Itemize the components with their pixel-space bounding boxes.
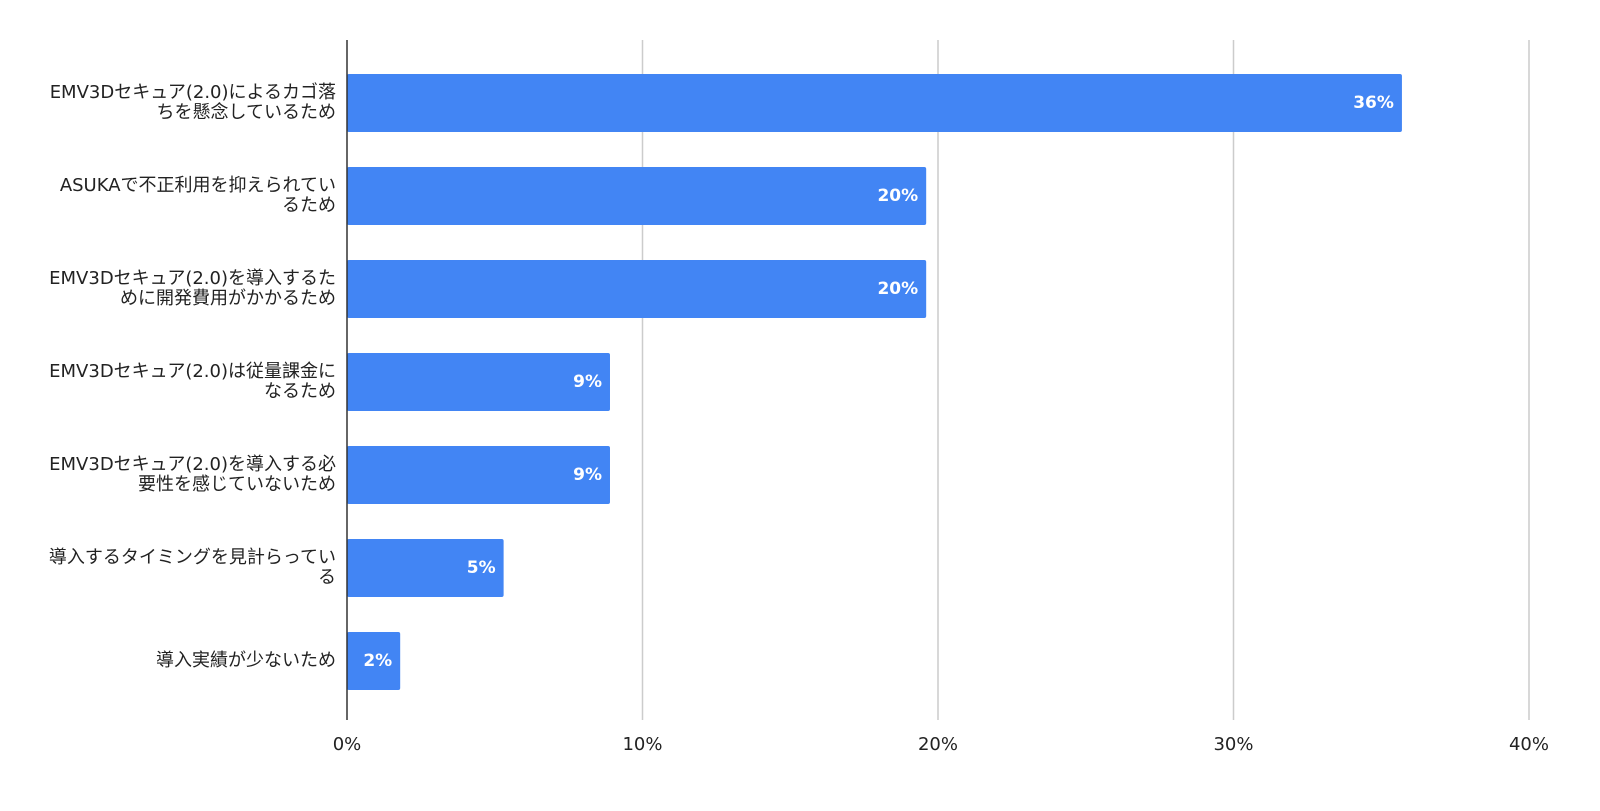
y-tick-label: EMV3Dセキュア(2.0)によるカゴ落ちを懸念しているため	[50, 82, 336, 123]
y-tick-label: 導入するタイミングを見計らっている	[49, 547, 336, 588]
label-line: ちを懸念しているため	[157, 101, 336, 123]
x-tick-label: 0%	[333, 734, 362, 755]
label-line: 要性を感じていないため	[138, 474, 336, 495]
bar	[347, 74, 1402, 132]
y-tick-label: ASUKAで不正利用を抑えられているため	[60, 175, 336, 216]
value-label: 9%	[573, 372, 602, 392]
bar	[347, 167, 927, 225]
x-tick-label: 30%	[1213, 734, 1253, 755]
y-tick-label: 導入実績が少ないため	[156, 650, 336, 671]
label-line: めに開発費用がかかるため	[120, 288, 336, 309]
value-label: 9%	[573, 465, 602, 485]
label-line: る	[318, 567, 336, 588]
x-tick-label: 40%	[1509, 734, 1549, 755]
bar	[347, 260, 927, 318]
value-label: 5%	[467, 558, 496, 578]
x-tick-label: 20%	[918, 734, 958, 755]
x-tick-label: 10%	[622, 734, 662, 755]
bar	[347, 632, 401, 690]
y-tick-label: EMV3Dセキュア(2.0)は従量課金になるため	[49, 361, 336, 402]
value-label: 2%	[363, 651, 392, 671]
label-line: EMV3Dセキュア(2.0)を導入する必	[49, 454, 336, 475]
label-line: 導入するタイミングを見計らってい	[49, 547, 336, 568]
label-line: 導入実績が少ないため	[156, 650, 336, 671]
label-line: なるため	[264, 381, 336, 402]
label-line: るため	[282, 195, 336, 216]
bar	[347, 446, 610, 504]
value-label: 36%	[1353, 93, 1394, 113]
bar	[347, 353, 610, 411]
bar	[347, 539, 504, 597]
label-line: EMV3Dセキュア(2.0)は従量課金に	[49, 361, 336, 382]
y-tick-label: EMV3Dセキュア(2.0)を導入する必要性を感じていないため	[49, 454, 336, 495]
y-tick-label: EMV3Dセキュア(2.0)を導入するために開発費用がかかるため	[49, 268, 336, 309]
label-line: ASUKAで不正利用を抑えられてい	[60, 175, 336, 196]
label-line: EMV3Dセキュア(2.0)によるカゴ落	[50, 82, 336, 103]
value-label: 20%	[877, 186, 918, 206]
label-line: EMV3Dセキュア(2.0)を導入するた	[49, 268, 336, 289]
value-label: 20%	[877, 279, 918, 299]
